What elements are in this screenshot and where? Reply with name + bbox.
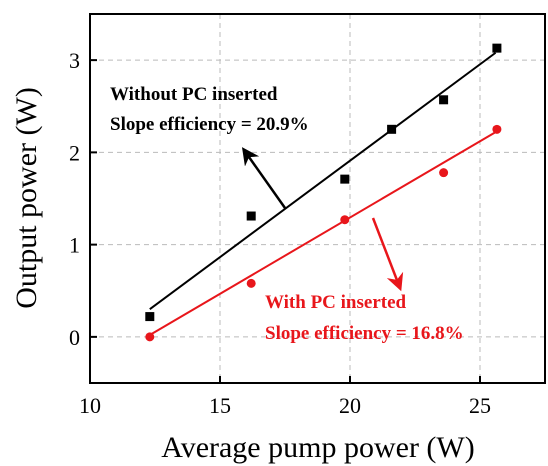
- point: [492, 43, 502, 53]
- x-tick-label: 15: [209, 393, 231, 418]
- point: [439, 95, 449, 105]
- plot-frame: [89, 13, 546, 384]
- fit-line: [149, 131, 497, 336]
- y-axis-label: Output power (W): [10, 87, 43, 309]
- y-tick-label: 1: [69, 233, 80, 258]
- grid: [89, 14, 545, 383]
- y-tick-label: 0: [69, 325, 80, 350]
- annotation: Slope efficiency = 16.8%: [265, 323, 464, 344]
- point: [246, 278, 256, 288]
- x-tick-label: 10: [79, 393, 101, 418]
- x-tick-label: 20: [339, 393, 361, 418]
- plot: [145, 43, 502, 342]
- point: [145, 312, 155, 322]
- arrow: [371, 217, 404, 292]
- y-tick-label: 2: [69, 140, 80, 165]
- point: [492, 124, 502, 134]
- x-axis-label: Average pump power (W): [161, 431, 474, 464]
- point: [340, 174, 350, 184]
- point: [246, 211, 256, 221]
- fit-line: [149, 51, 497, 311]
- y-tick-label: 3: [69, 48, 80, 73]
- annotation: With PC inserted: [265, 292, 407, 313]
- point: [340, 215, 350, 225]
- annotation: Slope efficiency = 20.9%: [110, 114, 309, 135]
- arrow: [241, 147, 287, 209]
- point: [145, 332, 155, 342]
- point: [439, 168, 449, 178]
- point: [387, 124, 397, 134]
- annotation: Without PC inserted: [110, 84, 278, 105]
- x-tick-label: 25: [469, 393, 491, 418]
